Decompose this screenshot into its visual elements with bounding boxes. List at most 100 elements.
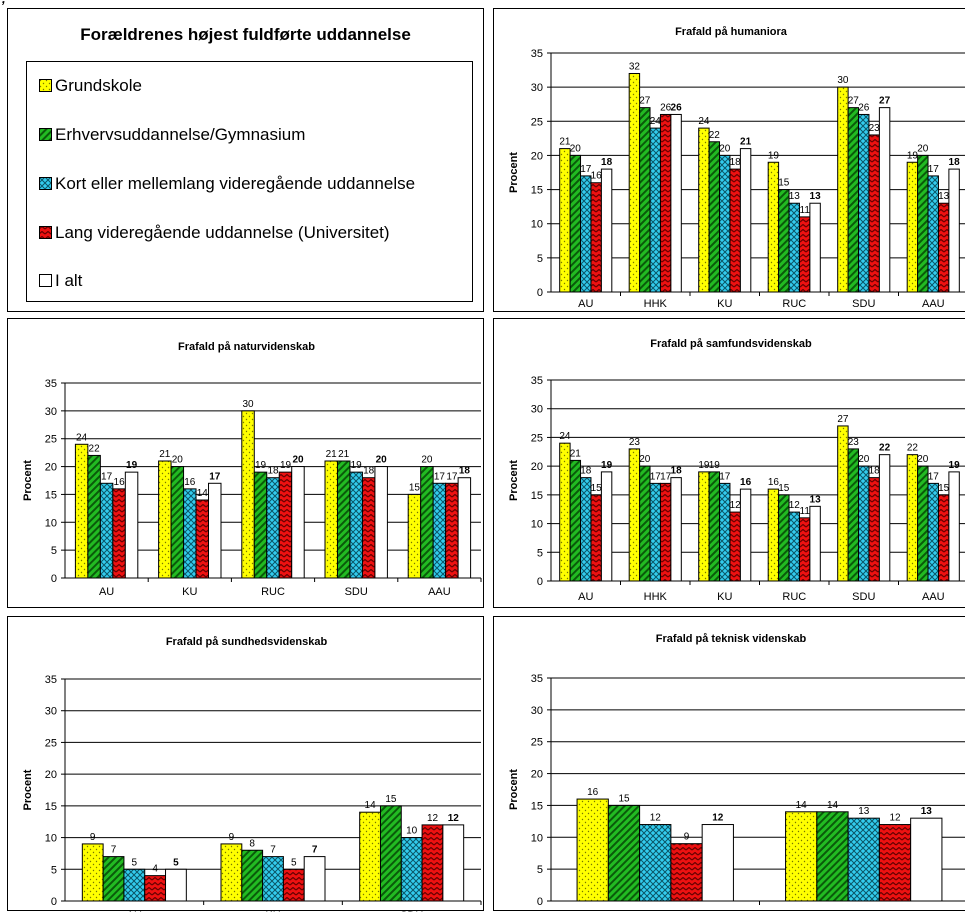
data-label: 18	[949, 157, 961, 168]
data-label: 20	[858, 454, 870, 465]
bar	[144, 875, 167, 902]
y-tick-label: 0	[51, 573, 57, 585]
bar	[917, 465, 929, 582]
bar	[158, 460, 172, 579]
bar	[102, 856, 125, 902]
data-label: 17	[580, 164, 592, 175]
y-tick-label: 0	[51, 896, 57, 908]
bar	[778, 494, 790, 582]
data-label: 27	[848, 96, 860, 107]
y-tick-label: 10	[45, 833, 57, 845]
bar	[303, 856, 326, 902]
data-label: 24	[650, 116, 662, 127]
bar	[639, 465, 651, 582]
legend-item-lang-videregaaende: Lang videregående uddannelse (Universite…	[39, 223, 390, 243]
data-label: 24	[559, 431, 571, 442]
data-label: 18	[730, 157, 742, 168]
x-tick-label: RUC	[782, 591, 806, 603]
bar	[607, 804, 641, 902]
x-tick-label: HHK	[644, 298, 668, 310]
bar	[628, 72, 641, 293]
bar	[457, 477, 472, 579]
data-label: 13	[921, 806, 933, 817]
data-label: 17	[650, 471, 662, 482]
bar	[291, 466, 305, 579]
data-label: 26	[660, 103, 672, 114]
data-label: 19	[126, 460, 138, 471]
data-label: 24	[76, 432, 88, 443]
legend-swatch-i-alt	[39, 274, 52, 287]
bar	[374, 466, 388, 579]
bar	[719, 482, 731, 582]
chart-title: Frafald på sundhedsvidenskab	[166, 636, 328, 648]
x-tick-label: AU	[578, 591, 593, 603]
data-label: 12	[650, 813, 662, 824]
bar	[266, 477, 280, 579]
bar	[600, 168, 613, 293]
chart-samfundsvidenskab: Frafald på samfundsvidenskab 0 5 10 15 20 25 30…	[493, 318, 965, 608]
chart-svg: Frafald på naturvidenskab 0 5 10 15 20 25 30 35 P…	[22, 341, 482, 598]
legend-swatch-kort-videregaaende	[39, 177, 52, 190]
bar	[701, 824, 734, 902]
x-tick-label: AU	[99, 586, 114, 598]
chart-teknisk-videnskab: Frafald på teknisk videnskab 0 5 10 15 20 25 30…	[493, 616, 965, 912]
data-label: 22	[89, 443, 101, 454]
chart-title: Frafald på teknisk videnskab	[656, 633, 807, 645]
data-label: 5	[132, 857, 138, 868]
bar	[739, 148, 752, 293]
bar	[349, 471, 363, 579]
bar	[649, 127, 661, 293]
bar	[878, 454, 891, 582]
bar	[785, 811, 818, 902]
y-tick-label: 30	[531, 404, 543, 416]
bar	[809, 505, 821, 582]
data-label: 19	[351, 460, 363, 471]
data-label: 15	[618, 793, 630, 804]
data-label: 18	[459, 466, 471, 477]
bar	[445, 482, 459, 579]
data-label: 7	[270, 845, 276, 856]
data-label: 20	[917, 454, 929, 465]
bar	[559, 442, 571, 582]
data-label: 19	[255, 460, 267, 471]
legend-item-grundskole: Grundskole	[39, 76, 142, 96]
y-tick-label: 35	[531, 48, 543, 60]
data-label: 30	[837, 75, 849, 86]
y-tick-label: 30	[531, 82, 543, 94]
chart-title: Frafald på samfundsvidenskab	[650, 338, 812, 350]
bar	[729, 511, 741, 582]
data-label: 9	[90, 832, 96, 843]
bar	[628, 448, 641, 582]
data-label: 20	[570, 143, 582, 154]
data-label: 18	[267, 466, 279, 477]
data-label: 17	[719, 471, 731, 482]
data-label: 18	[869, 466, 881, 477]
y-tick-label: 5	[51, 545, 57, 557]
legend-item-kort-videregaaende: Kort eller mellemlang videregående uddan…	[39, 174, 415, 194]
data-label: 26	[671, 103, 683, 114]
data-label: 21	[559, 137, 571, 148]
bar	[698, 127, 710, 293]
y-tick-label: 30	[531, 705, 543, 717]
data-label: 17	[928, 164, 940, 175]
bar	[937, 494, 950, 582]
bar	[767, 488, 780, 582]
bar	[220, 843, 243, 902]
bar	[74, 443, 89, 579]
legend-label: Grundskole	[55, 76, 142, 95]
y-tick-label: 25	[531, 737, 543, 749]
data-label: 4	[152, 864, 158, 875]
data-label: 13	[789, 191, 801, 202]
bar	[847, 107, 860, 293]
bar	[948, 168, 960, 293]
data-label: 16	[740, 477, 752, 488]
data-label: 17	[660, 471, 672, 482]
legend-label: I alt	[55, 271, 83, 290]
bar	[670, 477, 682, 582]
data-label: 16	[591, 171, 603, 182]
data-label: 17	[101, 471, 113, 482]
bar	[948, 471, 960, 582]
x-tick-label: AAU	[428, 586, 451, 598]
data-label: 13	[810, 191, 822, 202]
data-label: 16	[184, 477, 196, 488]
